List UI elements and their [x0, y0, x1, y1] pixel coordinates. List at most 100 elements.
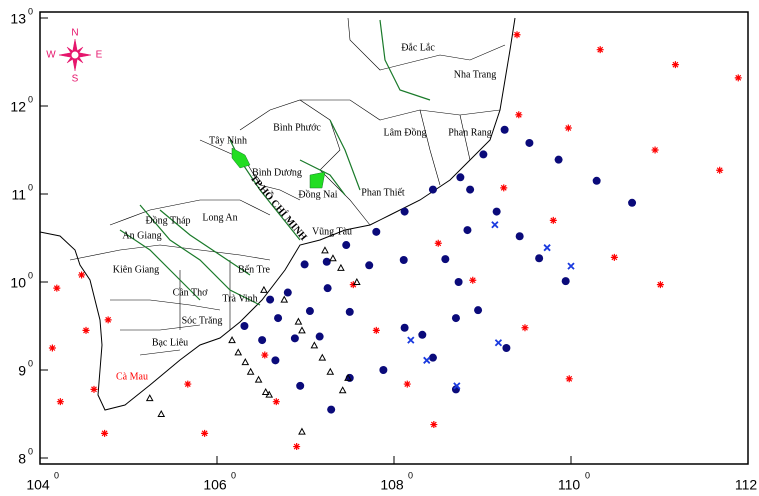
- place-label: Bến Tre: [238, 264, 271, 275]
- station-dot: [400, 207, 409, 216]
- station-asterisk: [53, 284, 61, 292]
- station-asterisk: [564, 124, 572, 132]
- station-triangle: [157, 409, 166, 417]
- station-asterisk: [90, 385, 98, 393]
- x-tick-label: 108: [380, 477, 404, 493]
- station-triangle: [254, 375, 263, 383]
- station-dot: [271, 356, 280, 365]
- map-frame: [39, 11, 749, 465]
- station-asterisk: [56, 398, 64, 406]
- station-asterisk: [549, 216, 557, 224]
- station-dot: [500, 125, 509, 134]
- station-dot: [327, 405, 336, 414]
- compass-rose: N S W E: [46, 28, 102, 85]
- place-label: Bình Phước: [273, 122, 321, 133]
- station-dot: [300, 260, 309, 269]
- station-triangle: [352, 277, 361, 285]
- station-dot: [463, 226, 472, 235]
- x-tick-label: 112: [735, 477, 758, 493]
- place-label: Đồng Tháp: [145, 215, 190, 226]
- station-asterisk: [610, 253, 618, 261]
- degree-mark: 0: [585, 470, 590, 480]
- station-dot: [454, 278, 463, 286]
- station-asterisk: [101, 429, 109, 437]
- place-label: Cà Mau: [116, 371, 148, 382]
- station-dot: [428, 185, 437, 194]
- place-label: Bạc Liêu: [152, 337, 188, 348]
- station-dot: [322, 257, 331, 266]
- y-tick-label: 12: [10, 99, 26, 115]
- place-label: Lâm Đồng: [383, 127, 426, 138]
- station-asterisk: [82, 326, 90, 334]
- station-dot: [274, 314, 283, 323]
- station-asterisk: [201, 429, 209, 437]
- station-dot: [400, 323, 409, 332]
- station-asterisk: [734, 74, 742, 82]
- y-tick-label: 9: [18, 363, 26, 379]
- station-dot: [283, 288, 292, 297]
- station-asterisk: [78, 271, 86, 279]
- station-dot: [323, 284, 332, 293]
- place-label: An Giang: [122, 230, 161, 241]
- station-asterisk: [293, 443, 301, 451]
- station-dot: [296, 381, 305, 390]
- station-cross: [567, 262, 575, 270]
- station-triangle: [310, 341, 319, 349]
- station-dot: [492, 207, 501, 216]
- station-asterisk: [521, 324, 529, 332]
- station-asterisk: [651, 146, 659, 154]
- place-label: Phan Rang: [448, 127, 492, 138]
- station-triangle: [318, 353, 327, 361]
- place-label: Phan Thiết: [361, 187, 405, 198]
- station-triangle: [265, 390, 274, 398]
- station-dot: [379, 366, 388, 374]
- station-triangle: [329, 254, 337, 262]
- compass-letter: N: [71, 28, 78, 39]
- station-cross: [494, 339, 503, 347]
- station-triangle: [234, 348, 243, 356]
- station-dot: [451, 314, 460, 323]
- station-dot: [365, 261, 374, 270]
- station-dot: [399, 256, 408, 264]
- place-label: Đắc Lắc: [401, 42, 435, 53]
- y-tick-label: 8: [18, 451, 26, 467]
- degree-mark: 0: [28, 446, 33, 456]
- x-tick-label: 106: [203, 477, 227, 493]
- degree-mark: 0: [28, 358, 33, 368]
- station-asterisk: [104, 316, 112, 324]
- station-asterisk: [716, 166, 724, 174]
- degree-mark: 0: [28, 94, 33, 104]
- place-label: Kiên Giang: [113, 264, 159, 275]
- station-asterisk: [372, 326, 380, 334]
- station-dot: [502, 344, 511, 352]
- station-triangle: [344, 373, 352, 381]
- x-tick-label: 104: [26, 477, 50, 493]
- station-asterisk: [656, 281, 664, 289]
- place-label: Nha Trang: [454, 69, 497, 80]
- compass-letter: W: [46, 50, 56, 61]
- station-triangle: [241, 358, 250, 366]
- station-dot: [535, 254, 544, 263]
- station-dot: [315, 332, 324, 341]
- place-label: Long An: [202, 212, 237, 223]
- place-label: Sóc Trăng: [182, 315, 223, 326]
- station-dot: [258, 336, 267, 345]
- station-asterisk: [515, 111, 523, 119]
- place-label: Đồng Nai: [298, 189, 337, 200]
- station-dot: [479, 150, 488, 159]
- station-triangle: [337, 263, 345, 271]
- station-triangle: [338, 386, 347, 394]
- station-asterisk: [261, 351, 269, 359]
- place-label: Trà Vinh: [222, 293, 257, 304]
- station-asterisk: [184, 380, 192, 388]
- station-dot: [305, 307, 314, 316]
- coastline: [39, 17, 516, 411]
- compass-letter: E: [96, 50, 103, 61]
- station-triangle: [261, 387, 270, 395]
- station-dot: [592, 176, 601, 185]
- station-dot: [554, 155, 563, 164]
- station-dot: [561, 277, 570, 286]
- station-cross: [543, 244, 551, 252]
- station-dot: [266, 295, 275, 304]
